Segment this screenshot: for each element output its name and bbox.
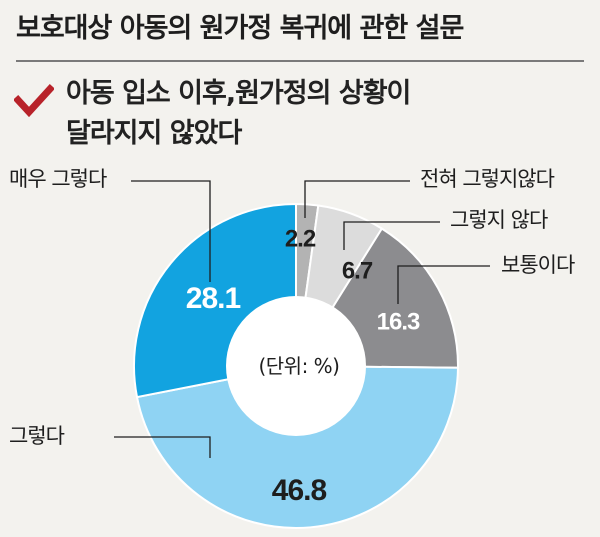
leader-agree: [114, 436, 211, 458]
leader-neutral: [397, 265, 490, 304]
value-strongly-disagree: 2.2: [285, 225, 316, 252]
leader-disagree: [343, 221, 440, 250]
question-line-2: 달라지지 않았다: [66, 118, 242, 149]
value-strongly-agree: 28.1: [186, 282, 241, 315]
value-disagree: 6.7: [342, 257, 373, 284]
checkmark-icon: [14, 84, 54, 118]
survey-question: 아동 입소 이후,원가정의 상황이 달라지지 않았다: [66, 74, 411, 154]
question-line-1: 아동 입소 이후,원가정의 상황이: [66, 78, 411, 109]
donut-hole: [226, 296, 366, 436]
label-agree: 그렇다: [9, 424, 65, 448]
label-strongly-disagree: 전혀 그렇지않다: [420, 167, 555, 191]
title-divider: [16, 60, 584, 62]
label-neutral: 보통이다: [501, 253, 575, 277]
label-disagree: 그렇지 않다: [450, 208, 548, 232]
chart-title: 보호대상 아동의 원가정 복귀에 관한 설문: [16, 13, 464, 44]
label-strongly-agree: 매우 그렇다: [9, 167, 107, 191]
value-neutral: 16.3: [377, 308, 420, 335]
unit-note: (단위: %): [258, 354, 340, 378]
leader-strongly-agree: [131, 180, 211, 282]
leader-strongly-disagree: [304, 180, 410, 218]
value-agree: 46.8: [272, 474, 327, 507]
slice-agree: [135, 364, 460, 529]
